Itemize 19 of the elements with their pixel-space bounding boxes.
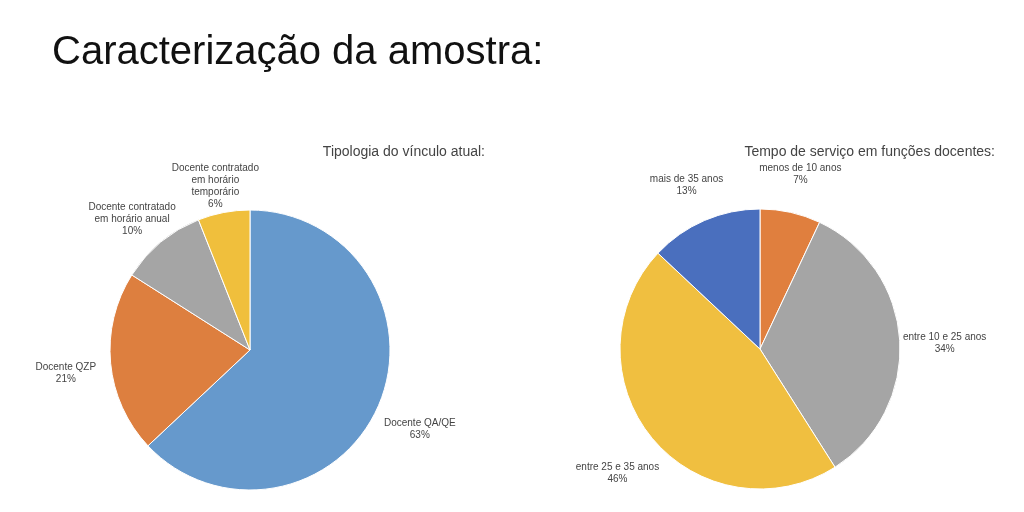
slice-label: entre 10 e 25 anos <box>902 331 987 343</box>
text: Caracterização da amostra: <box>52 28 544 73</box>
slice-label: Docente QZP <box>35 361 97 373</box>
data-label: 6% <box>208 198 223 210</box>
data-label: 63% <box>409 429 430 441</box>
data-label: 34% <box>934 343 955 355</box>
data-label: 21% <box>55 373 76 385</box>
slice-label: Docente contratado em horário anual <box>88 201 177 225</box>
chart-title: Tempo de serviço em funções docentes: <box>744 143 995 160</box>
slice-label: Docente QA/QE <box>383 417 456 429</box>
slice-label: menos de 10 anos <box>759 162 842 174</box>
data-label: 46% <box>607 472 628 484</box>
data-label: 10% <box>122 225 143 237</box>
data-label: 7% <box>793 174 808 186</box>
data-label: 13% <box>676 185 697 197</box>
slice-label: entre 25 e 35 anos <box>575 460 660 472</box>
slice-label: Docente contratado em horário temporário <box>171 162 260 198</box>
slice-label: mais de 35 anos <box>649 173 724 185</box>
chart-title: Tipologia do vínculo atual: <box>322 143 485 160</box>
